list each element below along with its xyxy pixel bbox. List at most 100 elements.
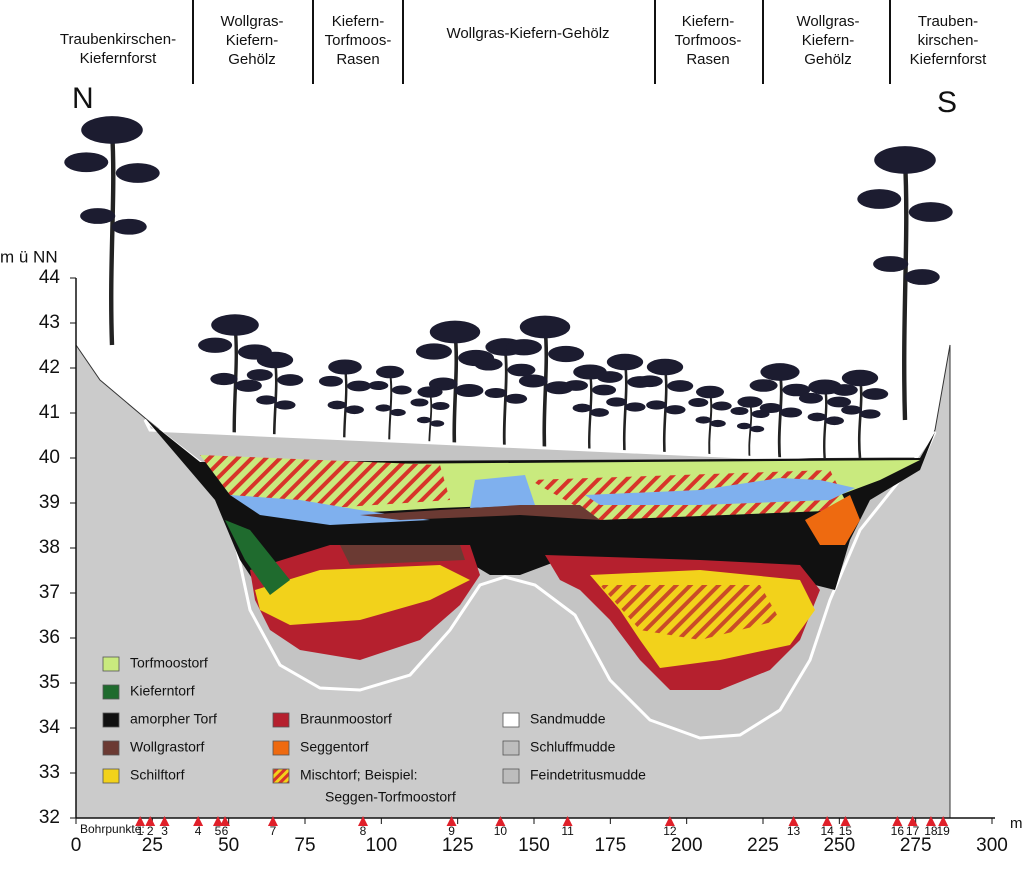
tree-trunk xyxy=(748,401,753,463)
tree-crown xyxy=(667,380,694,392)
zone-separators xyxy=(192,0,891,84)
tree-crown xyxy=(636,375,663,388)
tree-crown xyxy=(572,403,592,413)
legend-label: amorpher Torf xyxy=(130,711,217,727)
tree-crown xyxy=(81,116,143,144)
tree-crown xyxy=(862,388,889,400)
tree-crown xyxy=(904,269,940,285)
tree-crown xyxy=(391,385,412,395)
water xyxy=(585,478,855,505)
borehole-number: 2 xyxy=(147,824,154,838)
borehole-number: 15 xyxy=(839,824,853,838)
tree-crown xyxy=(548,345,585,363)
borehole-marker xyxy=(822,816,833,826)
tree-crown xyxy=(859,409,881,419)
seggen-layer xyxy=(805,495,860,545)
borehole-marker xyxy=(220,816,231,826)
tree-crown xyxy=(344,405,364,415)
legend-swatch xyxy=(502,712,520,728)
legend-swatch xyxy=(102,768,120,784)
tree-crown xyxy=(416,416,432,424)
zone-label: Wollgras- xyxy=(220,13,283,30)
legend-swatch xyxy=(272,712,290,728)
tree-trunk xyxy=(542,326,549,463)
tree-crown xyxy=(504,393,528,404)
borehole-number: 11 xyxy=(561,824,574,838)
tree-crown xyxy=(807,412,827,422)
tree-crown xyxy=(841,405,862,415)
tree-crown xyxy=(318,375,343,387)
x-tick-label: 75 xyxy=(294,835,315,856)
trees xyxy=(64,116,953,463)
tree-crown xyxy=(624,402,646,412)
zone-label: Kiefern- xyxy=(332,13,385,30)
borehole-marker xyxy=(938,816,949,826)
mixed-hatch xyxy=(200,455,450,510)
north-label: N xyxy=(72,82,94,115)
legend-label: Seggentorf xyxy=(300,739,369,755)
wollgras-band xyxy=(340,545,465,565)
tree-crown xyxy=(749,425,765,433)
tree-crown xyxy=(256,395,277,405)
borehole-marker xyxy=(495,816,506,826)
tree-crown xyxy=(64,152,109,173)
legend-label: Schluffmudde xyxy=(530,739,616,755)
tree-crown xyxy=(709,419,726,428)
tree-crown xyxy=(873,256,909,272)
zone-label: Kiefernforst xyxy=(910,51,988,68)
tree-crown xyxy=(417,386,443,398)
borehole-marker xyxy=(907,816,918,826)
tree-crown xyxy=(519,315,571,339)
borehole-marker xyxy=(446,816,457,826)
tree-crown xyxy=(874,146,936,174)
legend-label: Schilftorf xyxy=(130,767,185,783)
tree-trunk xyxy=(662,366,668,463)
y-tick-label: 41 xyxy=(39,402,60,423)
legend-label: Mischtorf; Beispiel: xyxy=(300,767,417,783)
borehole-number: 6 xyxy=(222,824,229,838)
x-tick-label: 0 xyxy=(71,835,82,856)
x-tick-label: 300 xyxy=(976,835,1008,856)
y-tick-label: 37 xyxy=(39,582,60,603)
tree-crown xyxy=(908,202,953,222)
borehole-number: 7 xyxy=(270,824,277,838)
tree-crown xyxy=(256,351,294,369)
kiefern-layer xyxy=(225,520,290,595)
legend-label: Braunmoostorf xyxy=(300,711,392,727)
y-tick-label: 32 xyxy=(39,807,60,828)
zone-label: Wollgras- xyxy=(796,13,859,30)
tree-crown xyxy=(606,353,644,371)
borehole-marker xyxy=(788,816,799,826)
legend-swatch xyxy=(102,712,120,728)
tree-crown xyxy=(782,383,811,397)
tree-crown xyxy=(646,400,667,410)
tree-crown xyxy=(824,416,844,426)
tree-crown xyxy=(737,396,763,408)
tree-crown xyxy=(688,398,709,407)
tree-crown xyxy=(505,339,542,356)
y-tick-label: 38 xyxy=(39,537,60,558)
x-tick-label: 125 xyxy=(442,835,474,856)
tree-trunk xyxy=(708,391,713,463)
tree-crown xyxy=(646,358,684,376)
yellow-band xyxy=(255,565,470,625)
legend-swatch xyxy=(272,740,290,756)
tree-crown xyxy=(198,337,233,353)
tree-crown xyxy=(606,397,627,407)
tree-crown xyxy=(589,408,609,417)
borehole-label: Bohrpunkte: xyxy=(80,822,145,836)
x-tick-label: 250 xyxy=(823,835,855,856)
tree-crown xyxy=(115,163,160,183)
tree-crown xyxy=(695,416,712,424)
tree-crown xyxy=(518,374,548,388)
x-tick-label: 150 xyxy=(518,835,550,856)
tree-crown xyxy=(431,401,450,411)
tree-crown xyxy=(736,422,752,430)
south-label: S xyxy=(937,86,957,119)
y-tick-label: 34 xyxy=(39,717,61,738)
tree-crown xyxy=(664,405,686,415)
tree-trunk xyxy=(857,377,863,459)
tree-crown xyxy=(347,380,372,392)
tree-crown xyxy=(389,408,406,417)
borehole-number: 18 xyxy=(924,824,938,838)
